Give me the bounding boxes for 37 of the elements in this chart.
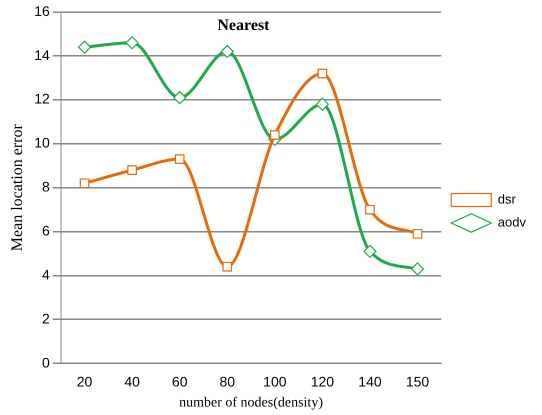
point [412,228,422,239]
y-tick-label: 8 [42,178,50,195]
y-tick-label: 0 [42,354,50,370]
x-tick-label: 80 [219,374,236,390]
x-tick-label: 20 [76,374,93,390]
x-tick-label: 60 [172,374,188,390]
y-tick-label: 4 [42,266,50,282]
x-tick-label: 100 [263,374,287,390]
point [365,204,375,215]
y-tick-label: 14 [34,46,50,63]
x-tick-label: 150 [406,374,430,390]
point [363,244,377,258]
y-tick-label: 10 [34,134,50,151]
point [78,40,92,54]
point [80,178,90,188]
point [222,262,232,272]
x-axis-title: number of nodes(density) [179,395,324,410]
y-tick-label: 2 [42,310,50,326]
x-tick-label: 120 [310,374,334,390]
y-tick-label: 6 [42,222,50,238]
point [127,165,137,175]
legend-label: dsr [498,192,517,207]
y-tick-label: 12 [34,90,50,107]
chart-title: Nearest [217,17,270,34]
y-axis-title: Mean location error [8,124,26,252]
point [174,154,185,164]
point [410,262,424,276]
point [126,36,139,50]
point [270,130,280,140]
point [220,44,234,58]
point [173,91,186,104]
point [316,98,329,111]
y-tick-label: 16 [34,2,50,19]
x-tick-label: 40 [124,374,140,390]
legend-label: aodv [498,214,526,230]
x-tick-label: 140 [358,374,382,390]
point [318,68,328,78]
